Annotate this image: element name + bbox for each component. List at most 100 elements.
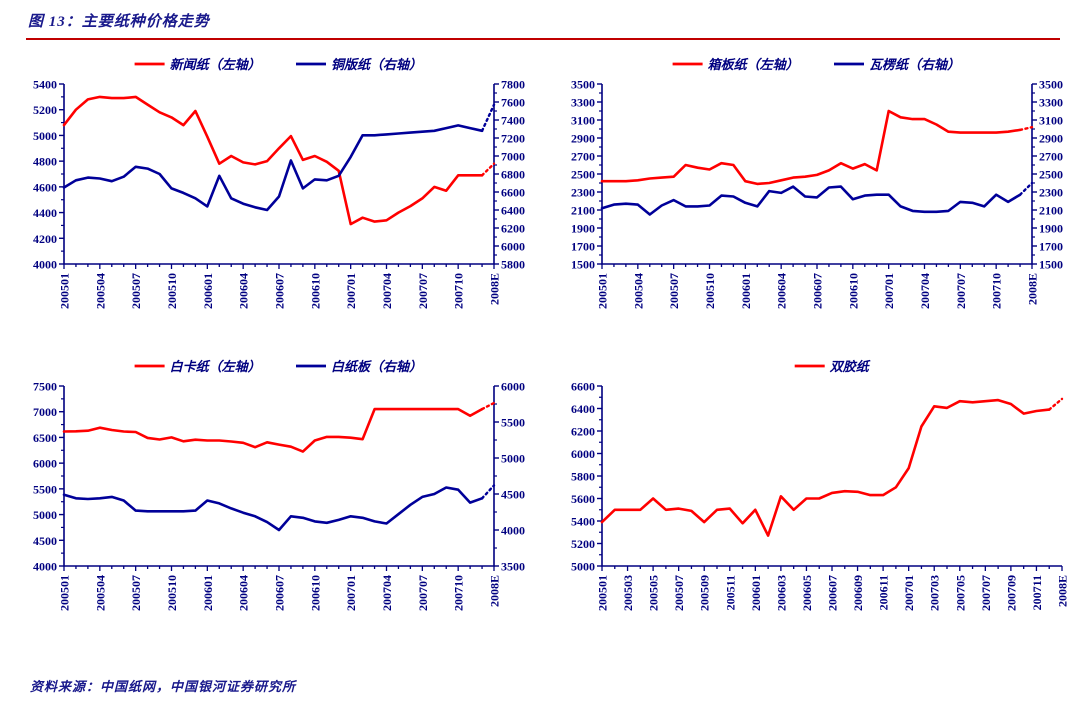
y-tick-label: 6000 [571, 447, 595, 461]
y-tick-label: 4500 [501, 488, 525, 502]
x-tick-label: 200704 [918, 273, 932, 309]
x-tick-label: 200607 [826, 575, 840, 611]
x-tick-label: 2008E [488, 575, 502, 607]
y-tick-label: 2700 [571, 150, 595, 164]
y-tick-label: 6200 [501, 222, 525, 236]
y-tick-label: 4500 [33, 534, 57, 548]
y-tick-label: 7800 [501, 78, 525, 92]
y-tick-label: 1900 [571, 222, 595, 236]
x-tick-label: 200610 [308, 575, 322, 611]
y-tick-label: 2900 [571, 132, 595, 146]
x-tick-label: 200709 [1004, 575, 1018, 611]
x-tick-label: 200710 [452, 575, 466, 611]
x-tick-label: 200507 [129, 575, 143, 611]
y-tick-label: 4600 [33, 180, 57, 194]
y-tick-label: 7500 [33, 380, 57, 394]
figure-title: 图 13：主要纸种价格走势 [28, 14, 210, 30]
y-tick-label: 2500 [571, 168, 595, 182]
chart-offset-paper: 5000 5200 5400 5600 5800 6000 6200 6400 6600 2005… [554, 346, 1082, 644]
x-tick-label: 200510 [703, 273, 717, 309]
x-tick-label: 200505 [647, 575, 661, 611]
chart-svg-offset-paper: 5000 5200 5400 5600 5800 6000 6200 6400 6600 2005… [571, 359, 1070, 611]
series-line-left [62, 407, 484, 453]
chart-newsprint-coated: 4000 4200 4400 4600 4800 5000 5200 5400 5800 6000… [16, 44, 544, 342]
series-line-right [62, 124, 484, 212]
y-tick-label: 2700 [1039, 150, 1063, 164]
series-forecast-segment [1048, 397, 1064, 411]
y-tick-label: 1900 [1039, 222, 1063, 236]
y-tick-label: 1700 [1039, 240, 1063, 254]
legend-label: 双胶纸 [829, 359, 871, 374]
legend-label: 白卡纸（左轴） [170, 359, 261, 374]
y-tick-label: 6000 [501, 240, 525, 254]
x-tick-label: 200610 [308, 273, 322, 309]
x-tick-label: 200701 [344, 273, 358, 309]
x-tick-label: 2008E [1026, 273, 1040, 305]
y-tick-label: 2500 [1039, 168, 1063, 182]
series-line-left [600, 109, 1022, 186]
y-tick-label: 3300 [1039, 96, 1063, 110]
y-tick-label: 5400 [33, 78, 57, 92]
x-tick-label: 200507 [129, 273, 143, 309]
axis-frame [63, 386, 495, 567]
y-tick-label: 2300 [1039, 186, 1063, 200]
series-line-right [62, 486, 484, 532]
title-underline-rule [26, 38, 1060, 40]
x-tick-label: 200507 [667, 273, 681, 309]
x-tick-label: 200501 [58, 575, 72, 611]
x-tick-label: 200611 [877, 575, 891, 610]
y-tick-label: 6500 [33, 431, 57, 445]
y-tick-label: 6000 [33, 457, 57, 471]
y-tick-label: 3100 [1039, 114, 1063, 128]
y-tick-label: 5000 [33, 508, 57, 522]
y-tick-label: 6600 [571, 380, 595, 394]
y-tick-label: 5400 [571, 515, 595, 529]
y-tick-label: 7000 [33, 405, 57, 419]
chart-whitecard-whiteboard: 4000 4500 5000 5500 6000 6500 7000 7500 3500 4000… [16, 346, 544, 644]
x-tick-label: 200707 [979, 575, 993, 611]
x-tick-label: 200703 [928, 575, 942, 611]
x-tick-label: 200609 [851, 575, 865, 611]
y-tick-label: 6800 [501, 168, 525, 182]
x-tick-label: 200607 [273, 273, 287, 309]
y-tick-label: 1700 [571, 240, 595, 254]
y-tick-label: 1500 [571, 258, 595, 272]
legend-label: 新闻纸（左轴） [170, 57, 261, 72]
x-tick-label: 200601 [201, 273, 215, 309]
legend-label: 白纸板（右轴） [331, 359, 422, 374]
legend-label: 铜版纸（右轴） [331, 57, 422, 72]
y-tick-label: 7600 [501, 96, 525, 110]
y-tick-label: 5200 [33, 103, 57, 117]
x-tick-label: 200604 [775, 273, 789, 309]
x-tick-label: 2008E [1056, 575, 1070, 607]
x-tick-label: 200711 [1030, 575, 1044, 610]
x-tick-label: 200704 [380, 575, 394, 611]
y-tick-label: 5800 [571, 470, 595, 484]
x-tick-label: 2008E [488, 273, 502, 305]
series-forecast-segment [480, 103, 496, 132]
x-tick-label: 200601 [201, 575, 215, 611]
x-tick-label: 200507 [672, 575, 686, 611]
y-tick-label: 7000 [501, 150, 525, 164]
chart-svg-newsprint-coated: 4000 4200 4400 4600 4800 5000 5200 5400 5800 6000… [33, 57, 525, 309]
chart-svg-whitecard-whiteboard: 4000 4500 5000 5500 6000 6500 7000 7500 3500 4000… [33, 359, 525, 611]
y-tick-label: 6400 [501, 204, 525, 218]
y-tick-label: 6000 [501, 380, 525, 394]
x-tick-label: 200510 [165, 575, 179, 611]
charts-grid: 4000 4200 4400 4600 4800 5000 5200 5400 5800 6000… [16, 44, 1082, 644]
x-tick-label: 200701 [902, 575, 916, 611]
series-line-right [600, 185, 1022, 216]
y-tick-label: 4400 [33, 206, 57, 220]
x-tick-label: 200604 [237, 273, 251, 309]
x-tick-label: 200605 [800, 575, 814, 611]
x-tick-label: 200511 [723, 575, 737, 610]
x-tick-label: 200707 [954, 273, 968, 309]
y-tick-label: 5500 [33, 482, 57, 496]
x-tick-label: 200607 [811, 273, 825, 309]
y-tick-label: 2300 [571, 186, 595, 200]
x-tick-label: 200504 [93, 273, 107, 309]
y-tick-label: 3100 [571, 114, 595, 128]
y-tick-label: 2100 [571, 204, 595, 218]
x-tick-label: 200509 [698, 575, 712, 611]
series-forecast-segment [1018, 181, 1034, 196]
